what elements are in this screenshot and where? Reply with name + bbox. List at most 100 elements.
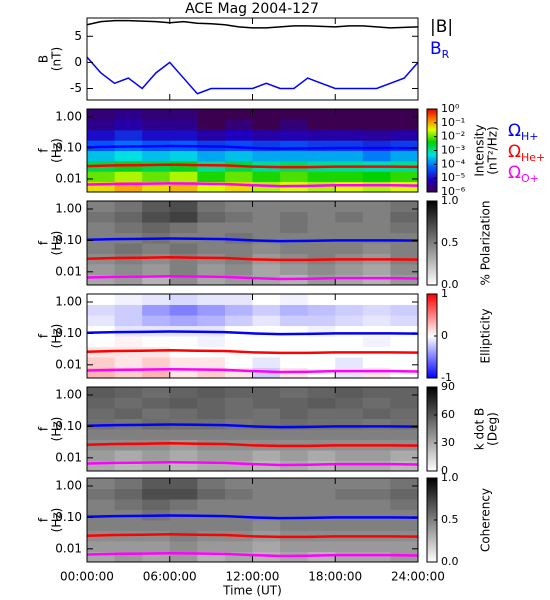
heatmap-cell <box>169 201 198 212</box>
heatmap-cell <box>224 264 253 275</box>
heatmap-cell <box>252 418 281 430</box>
heatmap-cell <box>197 488 226 500</box>
heatmap-cell <box>390 418 419 430</box>
heatmap-cell <box>197 294 226 305</box>
heatmap-cell <box>114 274 143 286</box>
heatmap-cell <box>362 274 391 286</box>
heatmap-cell <box>362 181 391 193</box>
heatmap-cell <box>307 119 336 131</box>
heatmap-cell <box>335 325 364 337</box>
heatmap-cell <box>224 315 253 327</box>
heatmap-cell <box>362 150 391 162</box>
heatmap-cell <box>114 181 143 193</box>
heatmap-cell <box>224 243 253 254</box>
heatmap-cell <box>252 397 281 409</box>
heatmap-cell <box>252 460 281 472</box>
heatmap-cell <box>224 304 253 316</box>
y-axis-label: f <box>37 426 51 431</box>
heatmap-cell <box>114 315 143 327</box>
heatmap-cell <box>307 325 336 337</box>
heatmap-cell <box>252 274 281 286</box>
gyro-line <box>86 163 419 169</box>
heatmap-cell <box>169 429 198 440</box>
heatmap-cell <box>169 520 198 531</box>
heatmap-cell <box>142 336 171 347</box>
heatmap-cell <box>87 336 115 347</box>
heatmap-cell <box>197 450 226 461</box>
heatmap-cell <box>224 509 253 521</box>
heatmap-cell <box>252 478 281 489</box>
heatmap-cell <box>362 418 391 430</box>
heatmap-cell <box>335 264 364 275</box>
y-tick-label: 0.10 <box>55 510 82 524</box>
heatmap-cell <box>335 387 364 398</box>
heatmap-cell <box>335 499 364 511</box>
gyro-line <box>86 182 419 188</box>
heatmap-cell <box>335 181 364 193</box>
y-tick-label: 1.00 <box>55 479 82 493</box>
heatmap-cell <box>252 181 281 193</box>
heatmap-cell <box>114 551 143 563</box>
heatmap-cell <box>114 119 143 131</box>
heatmap-cell <box>224 336 253 347</box>
heatmap-cell <box>252 541 281 552</box>
heatmap-cell <box>335 551 364 563</box>
heatmap-cell <box>114 129 143 141</box>
y-tick-label: 0.10 <box>55 419 82 433</box>
heatmap-cell <box>362 541 391 552</box>
heatmap-cell <box>335 243 364 254</box>
heatmap-cell <box>307 499 336 511</box>
y-tick-label: 0 <box>74 55 82 69</box>
heatmap-cell <box>362 171 391 183</box>
heatmap-cell <box>142 429 171 440</box>
heatmap-cell <box>280 450 309 461</box>
heatmap-cell <box>335 418 364 430</box>
colorbar-label: k dot B <box>473 408 487 450</box>
heatmap-cell <box>224 460 253 472</box>
heatmap-cell <box>224 499 253 511</box>
legend-subscript: R <box>442 48 450 61</box>
legend-subscript: O+ <box>521 172 539 185</box>
heatmap-cell <box>87 181 115 193</box>
heatmap-cell <box>252 243 281 254</box>
gyro-line <box>86 423 419 429</box>
colorbar-tick-label: 0.5 <box>441 236 459 249</box>
heatmap-cell <box>169 478 198 489</box>
heatmap-cell <box>87 243 115 254</box>
heatmap-cell <box>224 119 253 131</box>
heatmap-cell <box>390 387 419 398</box>
heatmap-cell <box>362 201 391 212</box>
heatmap-cell <box>390 304 419 316</box>
heatmap-cell <box>224 232 253 244</box>
panel: 50-5B (nT)|B|BR <box>37 17 453 101</box>
heatmap-cell <box>335 274 364 286</box>
heatmap-cell <box>362 264 391 275</box>
heatmap-cell <box>87 274 115 286</box>
heatmap-cell <box>362 450 391 461</box>
heatmap-cell <box>280 119 309 131</box>
legend-name: |B| <box>430 17 453 37</box>
heatmap-cell <box>252 171 281 183</box>
heatmap-cell <box>224 294 253 305</box>
heatmap-cell <box>362 460 391 472</box>
heatmap-cell <box>390 243 419 254</box>
heatmap-cell <box>169 315 198 327</box>
y-axis-label: (nT) <box>50 47 64 71</box>
y-tick-label: 0.01 <box>55 357 82 371</box>
heatmap-cell <box>114 408 143 420</box>
heatmap-cell <box>224 397 253 409</box>
heatmap-cell <box>224 387 253 398</box>
heatmap-cell <box>87 541 115 552</box>
heatmap-cell <box>87 478 115 489</box>
heatmap-cell <box>390 488 419 500</box>
heatmap-cell <box>335 478 364 489</box>
heatmap-cell <box>307 150 336 162</box>
colorbar-tick-label: 0.0 <box>441 555 459 568</box>
heatmap-cell <box>252 450 281 461</box>
colorbar-tick-label: 10⁻¹ <box>441 116 465 129</box>
heatmap-cell <box>87 450 115 461</box>
gyro-line <box>86 237 419 243</box>
heatmap-cell <box>390 150 419 162</box>
heatmap-cell <box>362 520 391 531</box>
heatmap-cell <box>142 264 171 275</box>
